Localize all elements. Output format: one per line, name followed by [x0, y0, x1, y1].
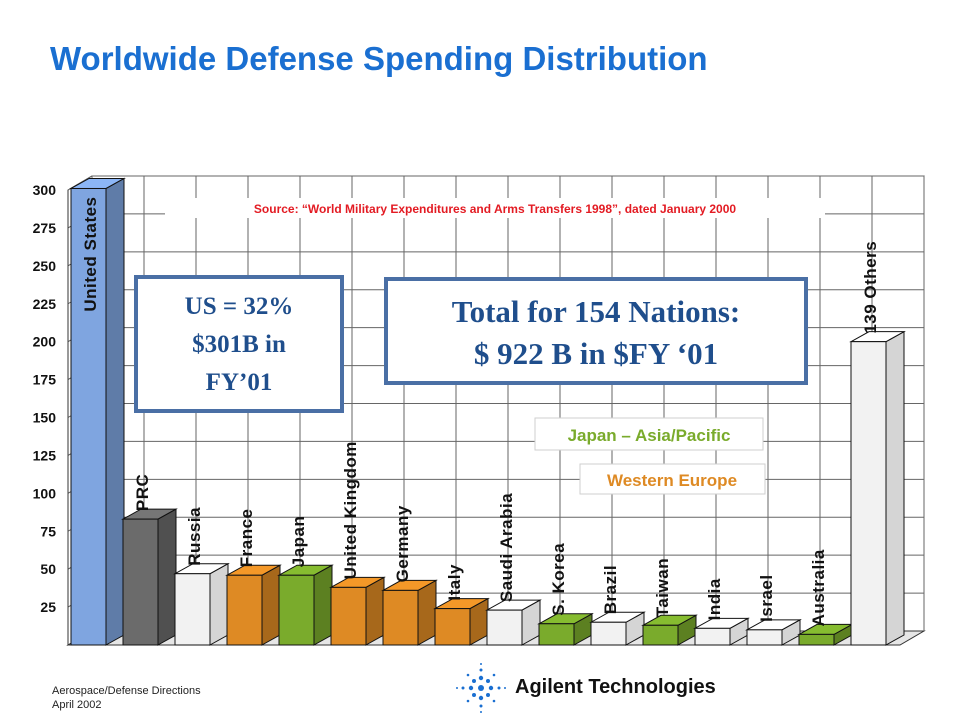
y-tick-label: 250 [33, 258, 57, 274]
total-callout-line2: $ 922 B in $FY ‘01 [474, 336, 718, 371]
category-label: France [237, 508, 256, 567]
bar-prc [121, 508, 178, 646]
y-tick-label: 75 [40, 523, 56, 539]
y-tick-label: 275 [33, 220, 57, 236]
category-label: Italy [445, 564, 464, 601]
category-label: S. Korea [549, 543, 568, 616]
category-label: India [705, 578, 724, 620]
y-tick-label: 225 [33, 296, 57, 312]
category-label: Australia [809, 549, 828, 626]
category-label: Russia [185, 507, 204, 566]
category-label: Taiwan [653, 558, 672, 617]
category-label: Israel [757, 574, 776, 621]
source-note-background [165, 198, 825, 218]
us-callout-line2: $301B in [192, 331, 286, 358]
category-label: United States [81, 196, 100, 311]
legend-item-europe: Western Europe [607, 471, 737, 490]
us-callout-line3: FY’01 [206, 369, 273, 396]
category-label: United Kingdom [341, 441, 360, 579]
y-tick-label: 200 [33, 334, 57, 350]
legend-item-europe-box [579, 463, 766, 495]
us-share-callout: US = 32% $301B in FY’01 [134, 275, 344, 413]
y-tick-label: 125 [33, 447, 57, 463]
category-label: Japan [289, 516, 308, 568]
footer-line2: April 2002 [52, 699, 102, 711]
page-title: Worldwide Defense Spending Distribution [50, 40, 708, 77]
y-tick-label: 150 [33, 410, 57, 426]
y-tick-label: 25 [40, 599, 56, 615]
bar-france [225, 564, 282, 646]
bar-s-korea [537, 612, 594, 646]
bar-saudi-arabia [485, 599, 542, 646]
bar-italy [433, 597, 490, 646]
agilent-spark-icon [456, 663, 506, 713]
bar-japan [277, 564, 334, 646]
bar-taiwan [641, 614, 698, 646]
bar-united-kingdom [329, 576, 386, 646]
legend-item-asia: Japan – Asia/Pacific [568, 426, 731, 445]
category-label: PRC [133, 474, 152, 511]
us-callout-line1: US = 32% [185, 293, 294, 320]
y-tick-label: 300 [33, 182, 57, 198]
source-note: Source: “World Military Expenditures and… [254, 202, 737, 216]
total-callout-line1: Total for 154 Nations: [452, 294, 741, 329]
bar-india [693, 617, 750, 646]
bar-brazil [589, 611, 646, 646]
y-tick-label: 175 [33, 372, 57, 388]
category-label: Brazil [601, 565, 620, 614]
bar-israel [745, 618, 802, 646]
footer-line1: Aerospace/Defense Directions [52, 685, 201, 697]
y-tick-label: 50 [40, 561, 56, 577]
category-label: Germany [393, 505, 412, 582]
bar-139-others [849, 330, 906, 646]
total-callout: Total for 154 Nations: $ 922 B in $FY ‘0… [384, 277, 808, 385]
agilent-logo: Agilent Technologies [455, 662, 716, 714]
bar-russia [173, 562, 230, 646]
logo-text: Agilent Technologies [515, 676, 716, 698]
y-tick-label: 100 [33, 485, 57, 501]
footer: Aerospace/Defense Directions April 2002 [52, 684, 201, 712]
legend: Japan – Asia/Pacific Western Europe [534, 417, 766, 495]
bar-united-states [69, 177, 126, 646]
category-label: 139 Others [861, 241, 880, 334]
category-label: Saudi Arabia [497, 493, 516, 602]
legend-item-asia-box [534, 417, 764, 451]
bar-germany [381, 579, 438, 646]
